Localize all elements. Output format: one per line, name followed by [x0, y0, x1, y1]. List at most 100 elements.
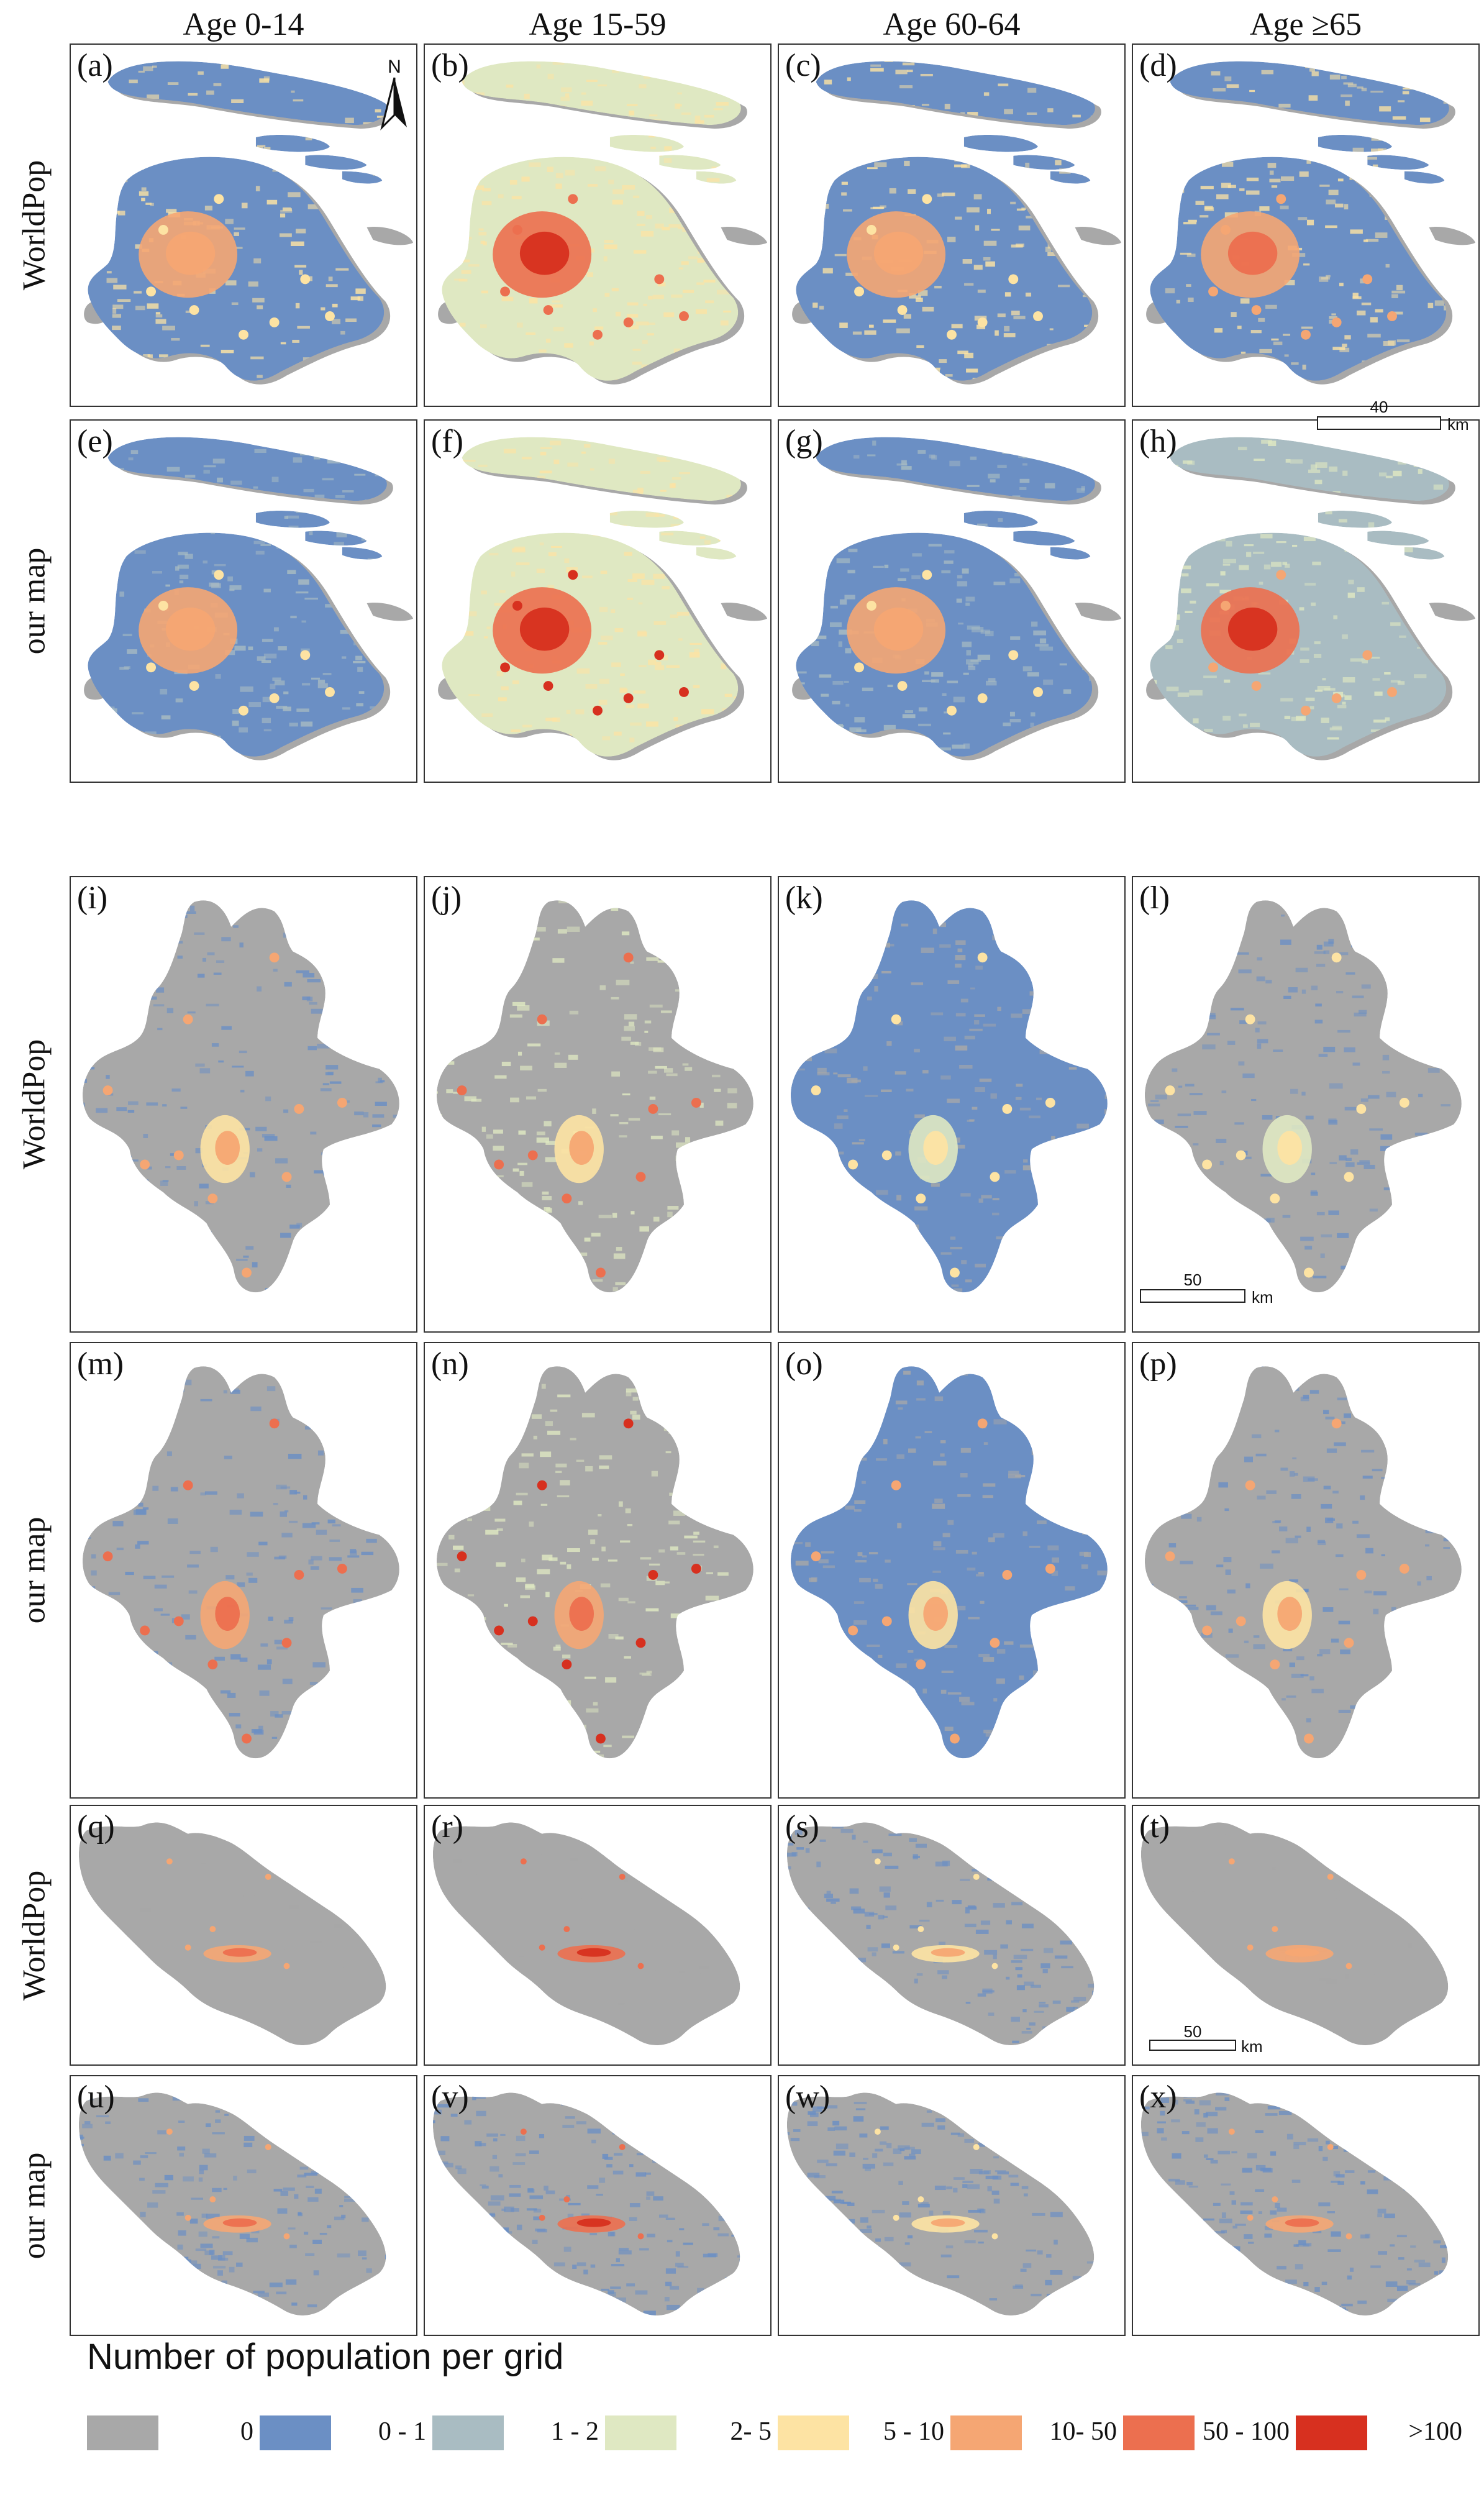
texture-cell — [590, 773, 595, 777]
texture-cell — [1372, 745, 1378, 750]
texture-cell — [1160, 232, 1165, 235]
texture-cell — [813, 303, 818, 308]
texture-cell — [147, 303, 159, 309]
texture-cell — [426, 222, 432, 225]
texture-cell — [657, 282, 666, 286]
texture-cell — [1278, 103, 1291, 108]
texture-cell — [692, 1043, 699, 1049]
texture-cell — [162, 395, 175, 399]
texture-cell — [1448, 588, 1449, 593]
texture-cell — [527, 1043, 541, 1047]
texture-cell — [1060, 976, 1070, 981]
texture-cell — [586, 1708, 599, 1713]
texture-cell — [1039, 1354, 1044, 1358]
land-area — [816, 61, 1095, 125]
texture-cell — [166, 467, 180, 472]
texture-cell — [1323, 1046, 1336, 1052]
texture-cell — [381, 765, 389, 769]
texture-cell — [481, 290, 488, 294]
texture-cell — [740, 1190, 753, 1193]
texture-cell — [569, 1965, 576, 1971]
texture-cell — [452, 1971, 458, 1974]
texture-cell — [1319, 1649, 1331, 1654]
texture-cell — [1315, 462, 1327, 468]
texture-cell — [967, 485, 980, 487]
texture-cell — [1437, 573, 1449, 578]
texture-cell — [596, 1877, 604, 1880]
texture-cell — [1123, 1278, 1124, 1282]
texture-cell — [100, 107, 109, 110]
texture-cell — [833, 1413, 847, 1420]
texture-cell — [1349, 1280, 1358, 1284]
texture-cell — [82, 1206, 84, 1210]
map-panel-i: (i) — [70, 876, 417, 1333]
texture-cell — [439, 1203, 448, 1206]
texture-cell — [261, 660, 271, 664]
texture-cell — [356, 703, 364, 706]
texture-cell — [1404, 1453, 1418, 1456]
texture-cell — [1458, 1131, 1462, 1138]
texture-cell — [398, 900, 399, 906]
texture-cell — [992, 1760, 999, 1763]
texture-cell — [201, 527, 209, 533]
texture-cell — [514, 546, 526, 551]
texture-cell — [681, 261, 689, 265]
texture-cell — [819, 100, 827, 105]
texture-cell — [85, 1067, 95, 1070]
texture-cell — [501, 1061, 511, 1067]
texture-cell — [101, 596, 110, 601]
texture-cell — [1323, 950, 1330, 954]
texture-cell — [71, 1005, 75, 1010]
texture-cell — [347, 1555, 360, 1558]
texture-cell — [933, 1461, 947, 1466]
texture-cell — [1333, 1366, 1344, 1369]
texture-cell — [728, 1407, 742, 1410]
texture-cell — [647, 322, 655, 325]
texture-cell — [796, 671, 807, 674]
texture-cell — [867, 1644, 880, 1648]
town-spot — [1270, 1659, 1280, 1670]
texture-cell — [675, 1266, 684, 1270]
texture-cell — [1161, 777, 1173, 780]
town-spot — [281, 1638, 292, 1648]
texture-cell — [74, 1705, 81, 1708]
texture-cell — [796, 355, 804, 358]
texture-cell — [598, 1513, 602, 1517]
texture-cell — [623, 497, 635, 501]
texture-cell — [648, 296, 653, 300]
texture-cell — [485, 1912, 492, 1915]
texture-cell — [355, 288, 366, 294]
texture-cell — [404, 1464, 414, 1468]
urban-core-inner — [923, 1597, 949, 1631]
texture-cell — [364, 1891, 370, 1896]
texture-cell — [147, 382, 157, 386]
texture-cell — [1342, 344, 1347, 347]
texture-cell — [209, 582, 219, 587]
texture-cell — [152, 938, 160, 941]
texture-cell — [747, 1753, 753, 1758]
panel-label: (a) — [77, 48, 113, 83]
texture-cell — [570, 1438, 576, 1441]
texture-cell — [1456, 1475, 1462, 1477]
texture-cell — [1403, 896, 1411, 900]
texture-cell — [780, 1553, 786, 1557]
texture-cell — [447, 153, 455, 158]
panel-label: (f) — [431, 424, 463, 459]
texture-cell — [1467, 223, 1473, 228]
texture-cell — [824, 203, 829, 209]
texture-cell — [220, 1690, 231, 1694]
texture-cell — [1161, 947, 1170, 952]
texture-cell — [511, 729, 521, 732]
town-spot — [1399, 1098, 1409, 1108]
texture-cell — [696, 1617, 709, 1620]
texture-cell — [625, 1354, 635, 1359]
texture-cell — [471, 1626, 478, 1631]
texture-cell — [157, 1028, 163, 1031]
texture-cell — [1195, 1427, 1199, 1432]
texture-cell — [463, 1757, 474, 1759]
texture-cell — [611, 288, 619, 291]
texture-cell — [1435, 1410, 1443, 1413]
texture-cell — [706, 178, 720, 182]
texture-cell — [1391, 290, 1406, 294]
texture-cell — [91, 1570, 97, 1576]
